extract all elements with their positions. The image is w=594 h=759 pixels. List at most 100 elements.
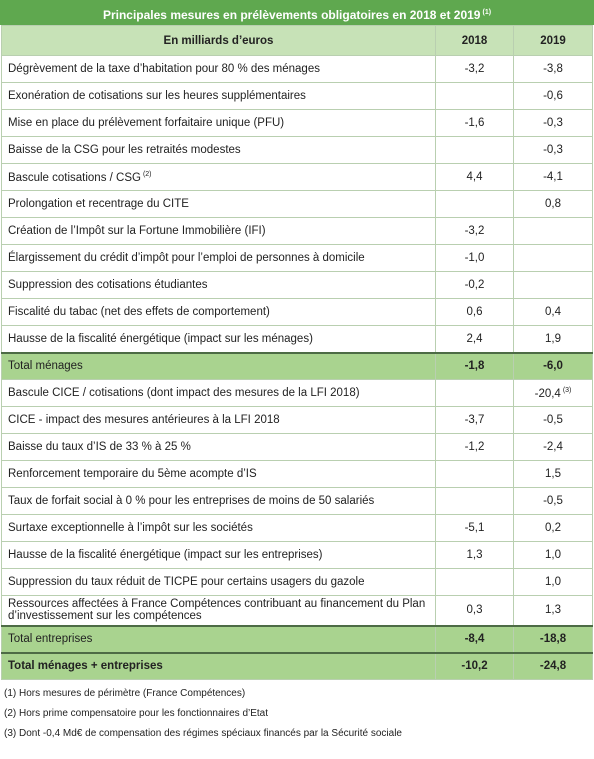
label: Dégrèvement de la taxe d’habitation pour… <box>8 63 320 75</box>
label: Bascule cotisations / CSG <box>8 171 141 184</box>
value-cell: -10,2 <box>435 651 514 680</box>
table: En milliards d’euros 2018 2019 Dégrèveme… <box>1 25 593 680</box>
value-cell: -0,5 <box>513 406 593 434</box>
value-cell: -1,8 <box>435 351 514 380</box>
table-row: Hausse de la fiscalité énergétique (impa… <box>1 541 593 569</box>
value: -10,2 <box>461 660 488 673</box>
value: -3,7 <box>464 414 485 426</box>
value-cell: -0,6 <box>513 82 593 110</box>
title: Principales mesures en prélèvements obli… <box>102 8 481 22</box>
notes: (1) Hors mesures de périmètre (France Co… <box>0 684 594 744</box>
label: Total entreprises <box>8 633 93 645</box>
value-cell: 1,3 <box>435 541 514 569</box>
note-ref: (2) <box>142 170 152 178</box>
value-cell: -2,4 <box>513 433 593 461</box>
value-cell: -8,4 <box>435 624 514 653</box>
value-cell: -20,4 (3) <box>513 379 593 407</box>
value: 0,6 <box>466 306 483 318</box>
table-row: Hausse de la fiscalité énergétique (impa… <box>1 325 593 353</box>
value-cell: -5,1 <box>435 514 514 542</box>
value: -1,0 <box>464 252 485 264</box>
value: 0,8 <box>545 198 561 210</box>
value: -0,5 <box>543 414 563 426</box>
table-row: Élargissement du crédit d’impôt pour l’e… <box>1 244 593 272</box>
value: -0,2 <box>464 279 485 291</box>
header-row: En milliards d’euros 2018 2019 <box>1 25 593 56</box>
value-cell: 1,5 <box>513 460 593 488</box>
note-ref: (3) <box>562 386 572 394</box>
table-row: Baisse du taux d’IS de 33 % à 25 % -1,2 -2… <box>1 433 593 461</box>
value: 1,3 <box>466 549 483 561</box>
table-row: Total entreprises -8,4 -18,8 <box>1 624 593 653</box>
table-row: Suppression des cotisations étudiantes -0… <box>1 271 593 299</box>
label: Surtaxe exceptionnelle à l’impôt sur les… <box>8 522 253 534</box>
label-cell: Exonération de cotisations sur les heure… <box>1 82 436 110</box>
value: 1,0 <box>545 549 561 561</box>
label-cell: Bascule CICE / cotisations (dont impact … <box>1 379 436 407</box>
table-row: Ressources affectées à France Compétence… <box>1 595 593 626</box>
value-cell: -3,8 <box>513 55 593 83</box>
label-cell: Baisse du taux d’IS de 33 % à 25 % <box>1 433 436 461</box>
table-row: Bascule CICE / cotisations (dont impact … <box>1 379 593 407</box>
label-cell: Élargissement du crédit d’impôt pour l’e… <box>1 244 436 272</box>
value-cell: -24,8 <box>513 651 593 680</box>
value: 2,4 <box>466 332 483 345</box>
value: -6,0 <box>543 360 563 373</box>
label-cell: Ressources affectées à France Compétence… <box>1 595 436 626</box>
label-cell: Renforcement temporaire du 5ème acompte … <box>1 460 436 488</box>
value-cell: -0,3 <box>513 109 593 137</box>
label-cell: Hausse de la fiscalité énergétique (impa… <box>1 325 436 353</box>
label-cell: Total ménages <box>1 351 436 380</box>
value: 1,9 <box>545 332 561 345</box>
label-cell: Taux de forfait social à 0 % pour les en… <box>1 487 436 515</box>
table-row: Mise en place du prélèvement forfaitaire… <box>1 109 593 137</box>
value: 1,3 <box>545 604 561 617</box>
value-cell: -6,0 <box>513 351 593 380</box>
value: 0,2 <box>545 522 561 534</box>
label-cell: Bascule cotisations / CSG (2) <box>1 163 436 191</box>
value: -2,4 <box>543 441 563 453</box>
table-row: Fiscalité du tabac (net des effets de co… <box>1 298 593 326</box>
value-cell <box>513 217 593 245</box>
label: Hausse de la fiscalité énergétique (impa… <box>8 332 313 345</box>
label: Mise en place du prélèvement forfaitaire… <box>8 117 285 129</box>
value-cell: 0,3 <box>435 595 514 626</box>
label: CICE - impact des mesures antérieures à … <box>8 414 280 426</box>
label: Élargissement du crédit d’impôt pour l’e… <box>8 252 365 264</box>
label-cell: Suppression du taux réduit de TICPE pour… <box>1 568 436 596</box>
value: -0,6 <box>543 90 563 102</box>
value: -3,2 <box>464 225 485 237</box>
table-row: Dégrèvement de la taxe d’habitation pour… <box>1 55 593 83</box>
label: Prolongation et recentrage du CITE <box>8 198 189 210</box>
label-cell: Dégrèvement de la taxe d’habitation pour… <box>1 55 436 83</box>
label-cell: Total ménages + entreprises <box>1 651 436 680</box>
table-row: Total ménages -1,8 -6,0 <box>1 351 593 380</box>
value-cell: 0,2 <box>513 514 593 542</box>
value-cell: 2,4 <box>435 325 514 353</box>
value-cell: -3,2 <box>435 217 514 245</box>
header-cell: 2019 <box>513 25 593 56</box>
value: 1,5 <box>545 468 561 480</box>
label-cell: Hausse de la fiscalité énergétique (impa… <box>1 541 436 569</box>
value: 0,4 <box>545 306 561 318</box>
note: (2) Hors prime compensatoire pour les fo… <box>4 708 269 719</box>
value-cell <box>435 568 514 596</box>
label: Baisse de la CSG pour les retraités mode… <box>8 144 241 156</box>
value-cell: 0,8 <box>513 190 593 218</box>
table-row: Création de l’Impôt sur la Fortune Immob… <box>1 217 593 245</box>
table-row: Taux de forfait social à 0 % pour les en… <box>1 487 593 515</box>
value-cell <box>435 460 514 488</box>
value-cell: 1,3 <box>513 595 593 626</box>
table-row: Total ménages + entreprises -10,2 -24,8 <box>1 651 593 680</box>
value-cell: -1,0 <box>435 244 514 272</box>
value-cell: -18,8 <box>513 624 593 653</box>
label-cell: Suppression des cotisations étudiantes <box>1 271 436 299</box>
label: Renforcement temporaire du 5ème acompte … <box>8 468 257 480</box>
value: -5,1 <box>464 522 485 534</box>
title-bar: Principales mesures en prélèvements obli… <box>0 0 594 25</box>
table-row: Renforcement temporaire du 5ème acompte … <box>1 460 593 488</box>
value-cell: -3,7 <box>435 406 514 434</box>
label-cell: Total entreprises <box>1 624 436 653</box>
label-cell: CICE - impact des mesures antérieures à … <box>1 406 436 434</box>
label: Baisse du taux d’IS de 33 % à 25 % <box>8 441 191 453</box>
